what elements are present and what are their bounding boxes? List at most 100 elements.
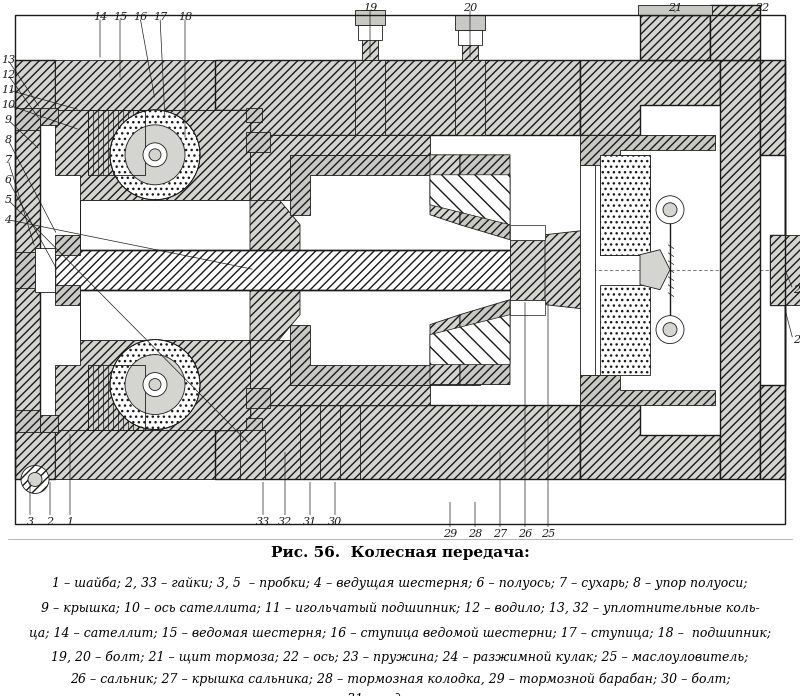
Polygon shape (580, 60, 720, 135)
Bar (88, 110, 145, 175)
Polygon shape (215, 110, 250, 429)
Circle shape (125, 354, 185, 415)
Circle shape (110, 340, 200, 429)
Polygon shape (760, 60, 785, 155)
Text: 25: 25 (541, 530, 555, 539)
Circle shape (149, 149, 161, 161)
Circle shape (149, 379, 161, 390)
Text: 1: 1 (66, 517, 74, 528)
Text: 26: 26 (518, 530, 532, 539)
Polygon shape (246, 418, 262, 432)
Polygon shape (640, 250, 670, 290)
Polygon shape (720, 60, 760, 480)
Text: 32: 32 (278, 517, 292, 528)
Text: 28: 28 (468, 530, 482, 539)
Text: 26 – сальник; 27 – крышка сальника; 28 – тормозная колодка, 29 – тормозной бараб: 26 – сальник; 27 – крышка сальника; 28 –… (70, 672, 730, 686)
Polygon shape (215, 60, 580, 135)
Text: 31 – подшипник: 31 – подшипник (347, 693, 453, 696)
Text: 19, 20 – болт; 21 – щит тормоза; 22 – ось; 23 – пружина; 24 – разжимной кулак; 2: 19, 20 – болт; 21 – щит тормоза; 22 – ос… (51, 651, 749, 664)
Text: 21: 21 (668, 3, 682, 13)
Text: 6: 6 (5, 175, 11, 185)
Circle shape (125, 125, 185, 185)
Polygon shape (40, 108, 58, 125)
Polygon shape (246, 388, 270, 408)
Text: 23: 23 (793, 285, 800, 294)
Polygon shape (640, 15, 710, 60)
Text: 17: 17 (153, 12, 167, 22)
Circle shape (145, 374, 165, 395)
Circle shape (28, 473, 42, 487)
Polygon shape (580, 374, 715, 404)
Polygon shape (510, 225, 545, 239)
Polygon shape (15, 409, 40, 432)
Polygon shape (15, 108, 40, 130)
Polygon shape (710, 5, 760, 60)
Text: 4: 4 (5, 215, 11, 225)
Text: 9 – крышка; 10 – ось сателлита; 11 – игольчатый подшипник; 12 – водило; 13, 32 –: 9 – крышка; 10 – ось сателлита; 11 – иго… (41, 602, 759, 615)
Text: 5: 5 (5, 195, 11, 205)
Polygon shape (638, 5, 712, 15)
Text: Рис. 56.  Колесная передача:: Рис. 56. Колесная передача: (270, 546, 530, 560)
Text: 29: 29 (443, 530, 457, 539)
Polygon shape (430, 175, 510, 225)
Polygon shape (455, 60, 485, 135)
Circle shape (143, 372, 167, 397)
Circle shape (663, 323, 677, 337)
Polygon shape (246, 132, 270, 152)
Polygon shape (462, 15, 478, 60)
Text: 33: 33 (256, 517, 270, 528)
Text: 20: 20 (463, 3, 477, 13)
Text: 19: 19 (363, 3, 377, 13)
Polygon shape (430, 155, 460, 225)
Polygon shape (55, 235, 80, 255)
Polygon shape (580, 135, 715, 165)
Text: 3: 3 (26, 517, 34, 528)
Text: 14: 14 (93, 12, 107, 22)
Text: 24: 24 (793, 335, 800, 345)
Polygon shape (55, 429, 215, 480)
Circle shape (145, 145, 165, 165)
Text: 16: 16 (133, 12, 147, 22)
Text: 2: 2 (46, 517, 54, 528)
Text: 10: 10 (1, 100, 15, 110)
Polygon shape (55, 285, 80, 305)
Polygon shape (240, 429, 265, 480)
Text: 13: 13 (1, 55, 15, 65)
Polygon shape (250, 340, 430, 404)
Polygon shape (250, 135, 430, 200)
Polygon shape (355, 10, 385, 25)
Polygon shape (580, 404, 720, 480)
Polygon shape (430, 315, 460, 385)
Polygon shape (600, 285, 650, 374)
Polygon shape (545, 230, 590, 310)
Text: 27: 27 (493, 530, 507, 539)
Polygon shape (80, 200, 250, 250)
Polygon shape (55, 340, 250, 429)
Circle shape (656, 316, 684, 344)
Polygon shape (455, 15, 485, 30)
Text: 11: 11 (1, 85, 15, 95)
Text: 15: 15 (113, 12, 127, 22)
Circle shape (21, 466, 49, 493)
Text: 18: 18 (178, 12, 192, 22)
Text: 7: 7 (5, 155, 11, 165)
Polygon shape (458, 30, 482, 45)
Polygon shape (215, 404, 580, 480)
Polygon shape (35, 248, 55, 292)
Text: 30: 30 (328, 517, 342, 528)
Polygon shape (80, 290, 250, 340)
Circle shape (110, 110, 200, 200)
Text: 31: 31 (303, 517, 317, 528)
Polygon shape (40, 415, 58, 432)
Polygon shape (15, 252, 35, 287)
Polygon shape (770, 235, 800, 305)
Polygon shape (362, 10, 378, 60)
Bar (88, 365, 145, 429)
Polygon shape (600, 155, 650, 255)
Text: 9: 9 (5, 115, 11, 125)
Polygon shape (250, 195, 300, 345)
Polygon shape (460, 155, 510, 239)
Text: 12: 12 (1, 70, 15, 80)
Polygon shape (246, 108, 262, 122)
Polygon shape (510, 300, 545, 315)
